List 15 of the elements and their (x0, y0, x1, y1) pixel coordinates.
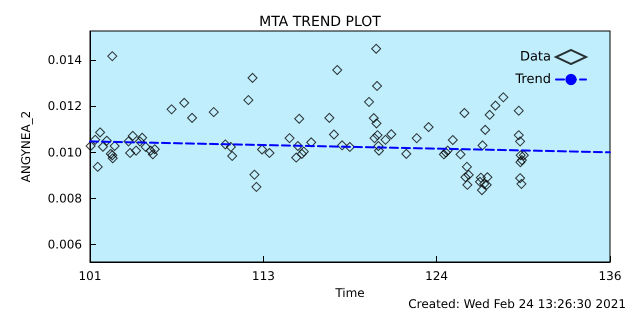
x-axis-title: Time (334, 286, 365, 300)
legend-label: Trend (514, 72, 551, 87)
x-tick-label: 136 (598, 269, 622, 283)
x-tick-label: 124 (425, 269, 448, 283)
y-tick-label: 0.014 (48, 52, 82, 67)
x-tick-label: 113 (252, 269, 275, 283)
legend-label: Data (520, 50, 551, 64)
y-tick-label: 0.006 (48, 238, 82, 252)
y-tick-label: 0.008 (48, 191, 82, 206)
chart-title: MTA TREND PLOT (259, 14, 382, 30)
x-tick-label: 101 (78, 269, 102, 283)
y-axis-title: ANGYNEA_2 (19, 110, 33, 182)
y-tick-label: 0.010 (48, 145, 82, 160)
y-tick-label: 0.012 (48, 99, 82, 114)
text: Created: Wed Feb 24 13:26:30 2021 (408, 297, 626, 311)
